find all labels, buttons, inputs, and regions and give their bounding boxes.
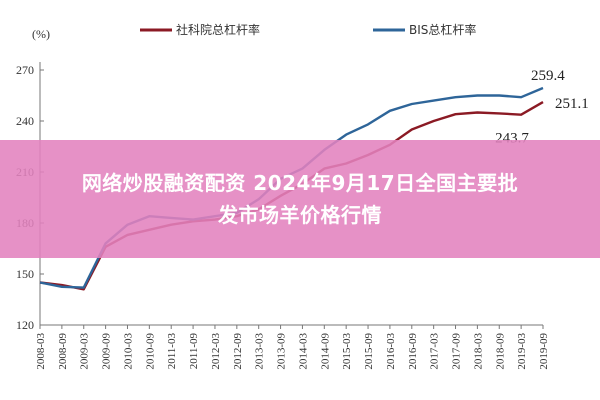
banner-title-line-2: 发市场羊价格行情 <box>218 203 382 227</box>
x-tick-label: 2016-09 <box>407 333 419 370</box>
x-tick-label: 2013-09 <box>276 333 288 370</box>
legend: 社科院总杠杆率 BIS总杠杆率 <box>140 22 476 37</box>
legend-label: BIS总杠杆率 <box>409 22 476 37</box>
x-tick-label: 2017-09 <box>451 333 463 370</box>
legend-label: 社科院总杠杆率 <box>176 22 260 37</box>
x-tick-label: 2016-03 <box>385 333 397 370</box>
x-tick-label: 2012-03 <box>210 333 222 370</box>
x-tick-label: 2010-09 <box>144 333 156 370</box>
x-tick-label: 2019-03 <box>516 333 528 370</box>
x-tick-label: 2011-09 <box>188 333 200 370</box>
x-tick-label: 2013-03 <box>254 333 266 370</box>
y-tick-label: 150 <box>16 267 34 281</box>
data-label: 259.4 <box>531 68 565 84</box>
banner-title-line-1: 网络炒股融资配资 2024年9月17日全国主要批 <box>81 171 519 195</box>
x-tick-label: 2011-03 <box>166 333 178 370</box>
y-tick-label: 270 <box>16 63 34 77</box>
x-tick-label: 2018-03 <box>472 333 484 370</box>
y-axis-unit-label: (%) <box>32 27 50 41</box>
x-tick-label: 2008-09 <box>57 333 69 370</box>
data-label: 251.1 <box>555 96 589 112</box>
y-tick-label: 240 <box>16 114 34 128</box>
x-tick-label: 2010-03 <box>122 333 134 370</box>
x-tick-label: 2008-03 <box>35 333 47 370</box>
overlay-banner: 网络炒股融资配资 2024年9月17日全国主要批 发市场羊价格行情 <box>0 140 600 258</box>
x-tick-label: 2012-09 <box>232 333 244 370</box>
x-tick-label: 2014-03 <box>297 333 309 370</box>
x-tick-label: 2017-03 <box>429 333 441 370</box>
x-tick-label: 2009-09 <box>101 333 113 370</box>
x-tick-label: 2019-09 <box>538 333 550 370</box>
x-tick-label: 2015-03 <box>341 333 353 370</box>
x-tick-label: 2009-03 <box>79 333 91 370</box>
x-tick-label: 2015-09 <box>363 333 375 370</box>
x-axis: 2008-03 2008-09 2009-03 2009-09 2010-03 2010-… <box>35 324 550 370</box>
y-tick-label: 120 <box>16 318 34 332</box>
x-tick-label: 2018-09 <box>494 333 506 370</box>
x-tick-label: 2014-09 <box>319 333 331 370</box>
